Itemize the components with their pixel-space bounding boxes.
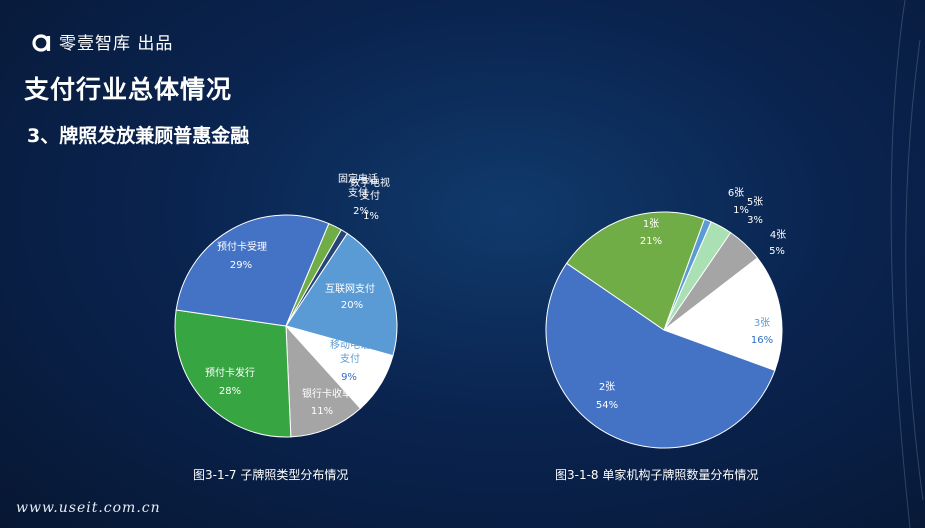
chart2-label-5: 1张	[643, 218, 659, 230]
chart1-label-4: 预付卡受理	[217, 240, 267, 253]
brand-text: 零壹智库 出品	[59, 34, 174, 54]
chart2-label-4: 2张	[599, 381, 615, 393]
chart1-pct-5: 2%	[353, 206, 369, 217]
chart1-pct-4: 29%	[230, 260, 252, 271]
chart2-pct-0: 1%	[733, 205, 749, 216]
chart1-label-1-cont: 支付	[340, 352, 360, 365]
chart2-label-2: 4张	[770, 229, 786, 241]
chart1-slice-3	[174, 309, 292, 438]
chart1-slice-2	[285, 324, 362, 438]
chart2-pct-3: 16%	[751, 335, 773, 346]
chart1-slice-4	[175, 214, 330, 327]
page-title: 支付行业总体情况	[24, 75, 233, 104]
brand-a-icon	[32, 33, 51, 52]
chart1-label-5-cont: 支付	[348, 186, 368, 199]
chart-2-caption: 图3-1-8 单家机构子牌照数量分布情况	[555, 468, 759, 482]
chart2-pct-1: 3%	[747, 215, 763, 226]
chart1-label-0: 互联网支付	[325, 282, 375, 295]
chart2-slice-3	[662, 257, 783, 371]
chart1-label-5: 固定电话	[338, 172, 378, 185]
chart1-slice-0	[285, 232, 398, 357]
chart2-label-1: 5张	[747, 196, 763, 208]
chart1-pct-2: 11%	[311, 406, 333, 417]
brand-logo: 零壹智库 出品	[31, 29, 173, 54]
chart-1-caption: 图3-1-7 子牌照类型分布情况	[193, 468, 349, 482]
chart2-slice-5	[565, 211, 705, 331]
chart1-label-6: 数字电视	[350, 176, 390, 189]
page-subtitle: 3、牌照发放兼顾普惠金融	[27, 125, 250, 147]
chart1-label-6-cont: 支付	[360, 189, 380, 202]
chart2-pct-4: 54%	[596, 400, 618, 411]
chart1-label-1: 移动电话	[330, 338, 370, 351]
chart1-pct-3: 28%	[219, 386, 241, 397]
chart2-label-0: 6张	[728, 187, 744, 199]
chart1-pct-1: 9%	[341, 372, 357, 383]
chart1-label-3: 预付卡发行	[205, 366, 255, 379]
chart2-pct-5: 21%	[640, 236, 662, 247]
chart2-label-3: 3张	[754, 317, 770, 329]
chart2-pct-2: 5%	[769, 246, 785, 257]
chart2-slice-4	[545, 262, 776, 449]
chart1-pct-0: 20%	[341, 300, 363, 311]
footer-site-url: www.useit.com.cn	[16, 500, 161, 516]
background-decoration	[890, 0, 924, 528]
chart1-pct-6: 1%	[363, 211, 379, 222]
chart1-label-2: 银行卡收单	[302, 387, 352, 400]
chart1-slice-6	[285, 229, 348, 327]
